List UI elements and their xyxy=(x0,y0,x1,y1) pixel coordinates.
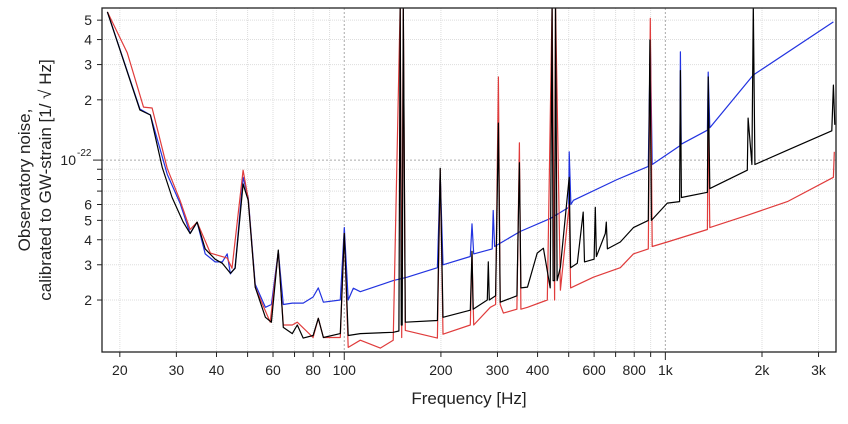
x-tick-label: 3k xyxy=(811,362,827,378)
x-axis: 20 30 40 60 80 100 200 300 400 600 800 1k 2k 3k xyxy=(112,352,827,378)
x-tick-label: 100 xyxy=(333,362,357,378)
y-axis-title-line-2: calibrated to GW-strain [1/ √ Hz] xyxy=(36,59,55,300)
x-tick-label: 20 xyxy=(112,362,128,378)
x-tick-label: 400 xyxy=(526,362,550,378)
x-tick-label: 80 xyxy=(305,362,321,378)
y-tick-label: 3 xyxy=(84,57,92,73)
series-line-2 xyxy=(106,8,836,339)
y-tick-label: 5 xyxy=(84,12,92,28)
plot-frame xyxy=(101,7,837,353)
grid xyxy=(102,8,836,352)
x-tick-label: 30 xyxy=(169,362,185,378)
x-axis-title: Frequency [Hz] xyxy=(411,389,526,408)
plot-area xyxy=(106,8,836,349)
y-tick-label: 5 xyxy=(84,212,92,228)
y-tick-label: 10 xyxy=(60,152,76,168)
x-tick-label: 2k xyxy=(755,362,771,378)
y-tick-label: 2 xyxy=(84,92,92,108)
y-tick-exponent: -22 xyxy=(77,148,92,159)
y-tick-label: 4 xyxy=(84,32,92,48)
x-tick-label: 1k xyxy=(658,362,674,378)
y-tick-label: 6 xyxy=(84,197,92,213)
x-tick-label: 60 xyxy=(265,362,281,378)
y-tick-label: 4 xyxy=(84,232,92,248)
x-tick-label: 40 xyxy=(209,362,225,378)
x-tick-label: 600 xyxy=(582,362,606,378)
y-tick-label: 2 xyxy=(84,292,92,308)
y-tick-label: 3 xyxy=(84,257,92,273)
y-axis-title-line-1: Observatory noise, xyxy=(15,109,34,252)
x-tick-label: 200 xyxy=(429,362,453,378)
x-tick-label: 300 xyxy=(486,362,510,378)
x-tick-label: 800 xyxy=(623,362,647,378)
